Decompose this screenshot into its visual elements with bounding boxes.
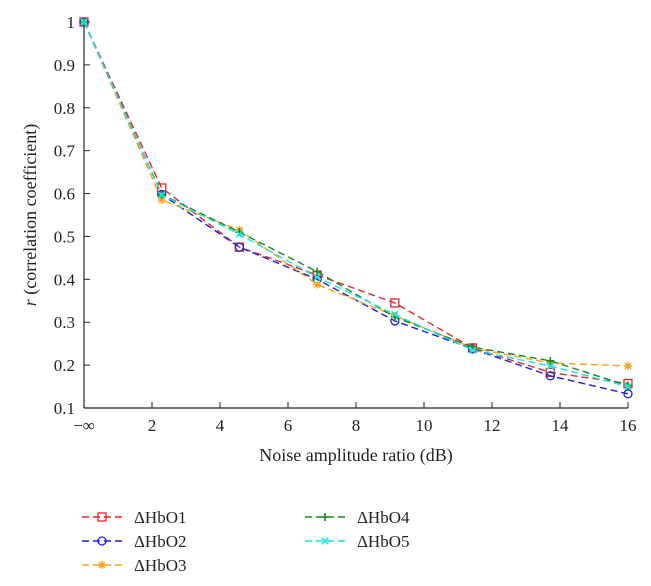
data-point	[157, 195, 166, 204]
legend-label: ΔHbO5	[357, 532, 410, 551]
data-point	[546, 362, 555, 370]
x-tick-label: 6	[284, 416, 293, 435]
data-point	[157, 191, 166, 199]
legend-label: ΔHbO2	[134, 532, 187, 551]
y-ticks: 0.1 0.2 0.3 0.4 0.5 0.6 0.7 0.8 0.9 1	[54, 13, 90, 418]
data-point	[390, 298, 400, 308]
y-tick-label: 0.9	[54, 56, 75, 75]
x-ticks: −∞ 2 4 6 8 10 12 14 16	[73, 402, 637, 435]
legend-marker	[97, 536, 107, 546]
data-point	[468, 346, 477, 354]
x-tick-label: 10	[416, 416, 433, 435]
data-point	[313, 273, 321, 281]
x-tick-label: 4	[216, 416, 225, 435]
x-tick-label: −∞	[73, 416, 95, 435]
legend-label: ΔHbO3	[134, 556, 187, 575]
data-point	[546, 356, 555, 365]
series-2	[79, 17, 633, 399]
data-point	[234, 242, 245, 252]
series-1	[79, 17, 633, 389]
y-axis-label-rest: (correlation coefficient)	[20, 124, 41, 300]
x-axis-label: Noise amplitude ratio (dB)	[259, 445, 452, 466]
y-tick-label: 0.4	[54, 270, 76, 289]
legend: ΔHbO1 ΔHbO2 ΔHbO3 ΔHbO4 ΔHbO5	[82, 508, 410, 575]
data-point	[313, 280, 322, 289]
data-point	[545, 371, 555, 381]
y-tick-label: 1	[67, 13, 76, 32]
data-point	[313, 267, 322, 276]
data-point	[80, 18, 88, 26]
y-tick-label: 0.6	[54, 185, 75, 204]
series-line	[83, 21, 629, 385]
x-tick-label: 16	[620, 416, 637, 435]
y-tick-label: 0.5	[54, 227, 75, 246]
data-point	[624, 382, 632, 391]
data-point	[623, 389, 633, 399]
x-tick-label: 12	[484, 416, 501, 435]
legend-marker	[321, 513, 329, 521]
series-4	[80, 18, 632, 390]
y-axis-label-italic: r	[20, 298, 40, 306]
y-axis-label: r (correlation coefficient)	[20, 124, 41, 307]
legend-item: ΔHbO4	[305, 508, 410, 527]
series-line	[83, 21, 629, 387]
y-tick-label: 0.8	[54, 99, 75, 118]
series-lines	[79, 17, 633, 399]
y-tick-label: 0.3	[54, 313, 75, 332]
y-tick-label: 0.2	[54, 356, 75, 375]
y-tick-label: 0.7	[54, 142, 76, 161]
series-line	[83, 21, 629, 388]
legend-marker	[97, 512, 107, 522]
data-point	[235, 230, 244, 239]
legend-item: ΔHbO3	[82, 556, 187, 575]
legend-item: ΔHbO1	[82, 508, 187, 527]
x-tick-label: 2	[148, 416, 157, 435]
data-point	[391, 310, 399, 319]
legend-item: ΔHbO2	[82, 532, 187, 551]
x-tick-label: 8	[352, 416, 361, 435]
data-point	[624, 361, 632, 370]
plot-area: −∞ 2 4 6 8 10 12 14 16 0.10.20.30.40.50.60.70.80…	[54, 13, 637, 435]
series-line	[83, 21, 629, 367]
legend-item: ΔHbO5	[305, 532, 410, 551]
legend-marker	[321, 537, 329, 545]
series-line	[83, 21, 629, 395]
legend-label: ΔHbO4	[357, 508, 410, 527]
series-5	[80, 18, 632, 391]
legend-marker	[98, 561, 106, 569]
y-tick-label: 0.1	[54, 399, 75, 418]
legend-label: ΔHbO1	[134, 508, 187, 527]
x-tick-label: 14	[552, 416, 570, 435]
